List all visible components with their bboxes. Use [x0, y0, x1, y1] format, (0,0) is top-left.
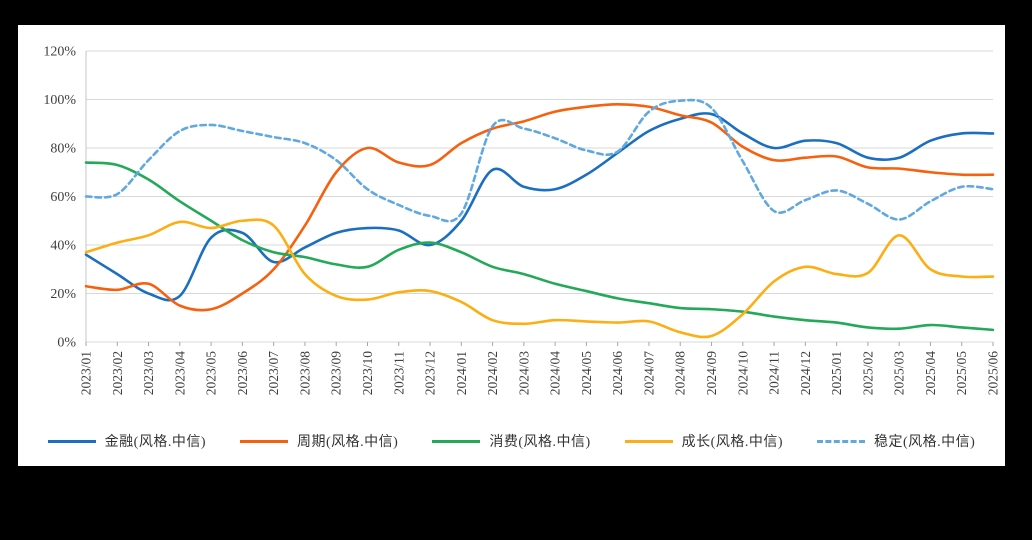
x-axis-label: 2025/06 [986, 351, 1001, 396]
x-axis-label: 2023/01 [79, 351, 94, 395]
x-axis-label: 2025/04 [923, 351, 938, 396]
legend-label: 成长(风格.中信) [681, 435, 783, 450]
legend-swatch-icon [816, 439, 865, 443]
x-axis-label: 2023/11 [391, 351, 406, 395]
legend-swatch-icon [240, 439, 288, 443]
y-axis-label: 40% [50, 239, 76, 254]
x-axis-label: 2024/01 [454, 351, 469, 395]
y-axis-label: 80% [50, 142, 76, 157]
x-axis-label: 2025/01 [829, 351, 844, 395]
legend-item-1[interactable]: 周期(风格.中信) [240, 431, 398, 451]
series-line-2 [84, 161, 995, 332]
x-axis-label: 2024/03 [516, 351, 531, 396]
x-axis-label: 2024/05 [579, 351, 594, 396]
x-axis-label: 2024/08 [673, 351, 688, 396]
x-axis-label: 2023/02 [110, 351, 125, 395]
series-line-4 [84, 98, 995, 223]
legend-swatch-icon [47, 439, 96, 443]
x-axis-label: 2025/05 [954, 351, 969, 396]
legend-item-0[interactable]: 金融(风格.中信) [47, 431, 206, 451]
x-axis-label: 2023/12 [423, 351, 438, 395]
legend-label: 消费(风格.中信) [489, 435, 591, 450]
chart-panel: 0% 20% 40% 60% 80% 100% 120% 2023/01 2023/02 2023… [18, 25, 1005, 466]
x-axis-label: 2024/12 [798, 351, 813, 395]
y-axis-label: 60% [50, 190, 76, 205]
y-axis-label: 0% [57, 336, 76, 351]
chart-svg: 0% 20% 40% 60% 80% 100% 120% 2023/01 2023/02 2023… [43, 45, 1001, 396]
series-line-1 [84, 103, 995, 312]
x-axis-label: 2023/04 [172, 351, 187, 396]
y-axis-label: 100% [43, 93, 76, 108]
legend-item-3[interactable]: 成长(风格.中信) [624, 431, 783, 451]
x-axis-label: 2024/10 [735, 351, 750, 396]
legend-label: 金融(风格.中信) [104, 435, 206, 450]
x-axis-label: 2024/07 [641, 351, 656, 396]
legend-label: 稳定(风格.中信) [873, 435, 976, 450]
chart-legend: 金融(风格.中信) 周期(风格.中信) 消费(风格.中信) 成长(风格.中信) 稳定(风… [18, 431, 1005, 451]
legend-swatch-icon [624, 439, 673, 443]
x-axis-label: 2023/06 [235, 351, 250, 396]
x-axis-label: 2023/10 [360, 351, 375, 396]
y-axis-label: 120% [43, 45, 76, 60]
x-axis-label: 2025/03 [892, 351, 907, 396]
x-axis-label: 2023/05 [204, 351, 219, 396]
x-axis-label: 2024/09 [704, 351, 719, 396]
series-line-3 [84, 218, 995, 339]
x-axis-label: 2024/02 [485, 351, 500, 395]
x-axis-label: 2024/11 [767, 351, 782, 395]
x-axis-label: 2025/02 [860, 351, 875, 395]
x-axis-label: 2023/08 [297, 351, 312, 396]
x-axis-label: 2024/06 [610, 351, 625, 396]
legend-swatch-icon [432, 439, 481, 443]
chart-area: 0% 20% 40% 60% 80% 100% 120% 2023/01 2023/02 2023… [18, 25, 1005, 425]
x-axis-label: 2024/04 [548, 351, 563, 396]
legend-item-2[interactable]: 消费(风格.中信) [432, 431, 590, 451]
y-axis-label: 20% [50, 287, 76, 302]
series-line-0 [84, 112, 995, 302]
x-axis-label: 2023/03 [141, 351, 156, 396]
x-axis-label: 2023/09 [329, 351, 344, 396]
legend-item-4[interactable]: 稳定(风格.中信) [816, 431, 976, 451]
legend-label: 周期(风格.中信) [297, 435, 399, 450]
x-axis-label: 2023/07 [266, 351, 281, 396]
